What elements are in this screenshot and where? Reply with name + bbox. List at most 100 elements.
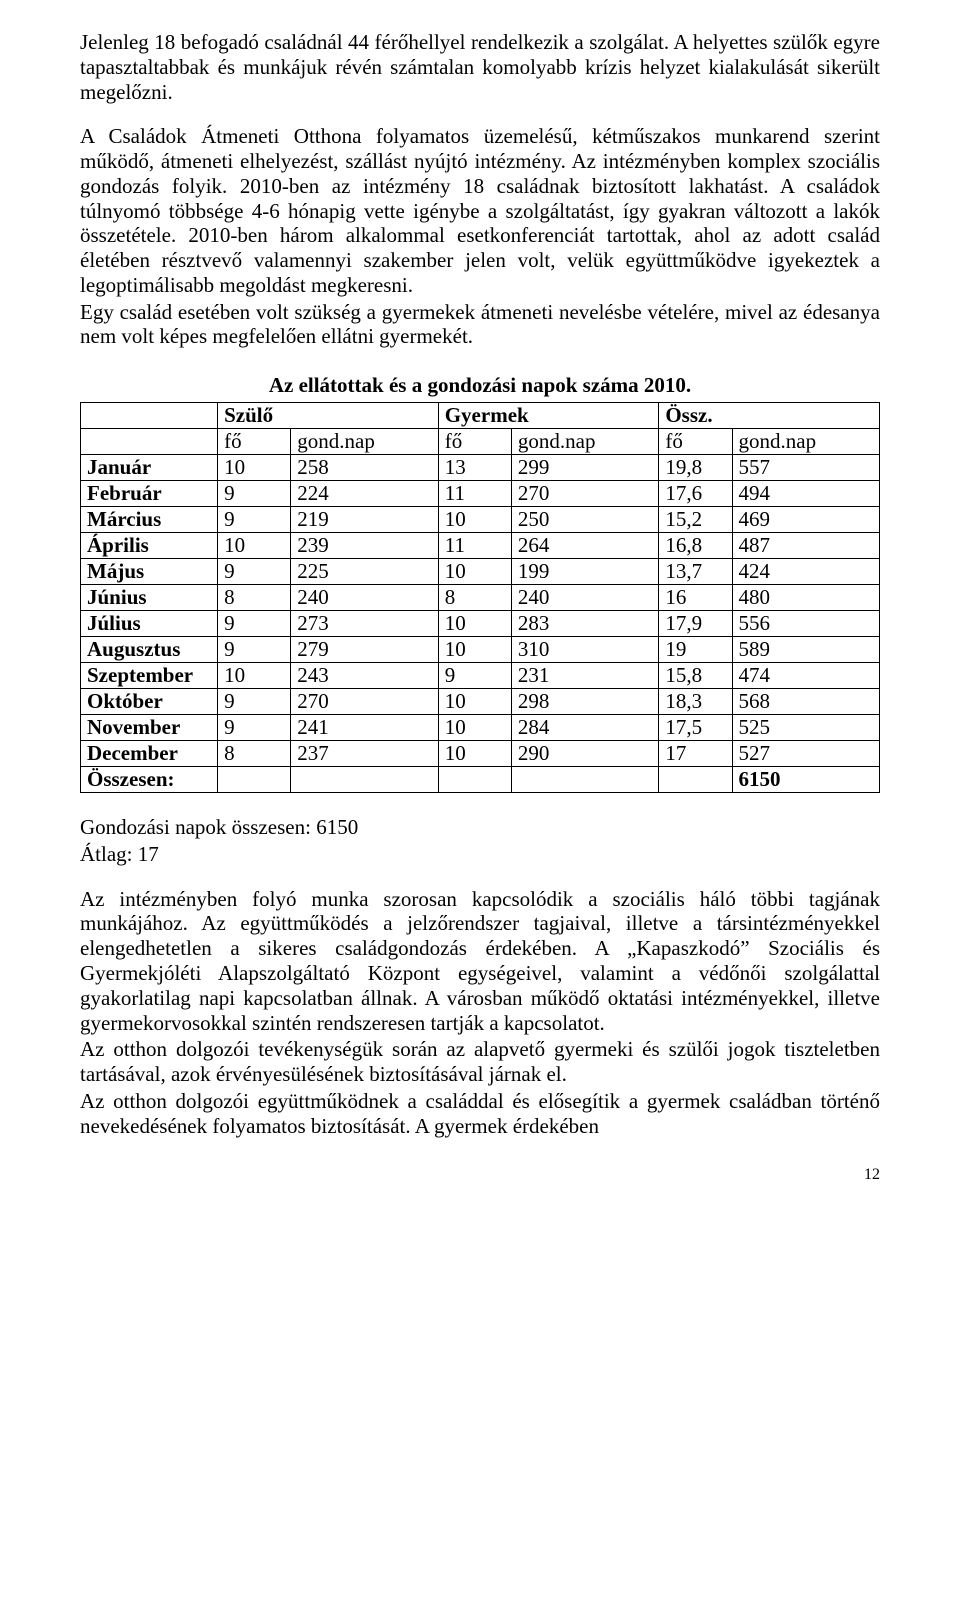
total-value: 6150: [732, 767, 879, 793]
table-cell: 19,8: [659, 455, 732, 481]
header-gyermek: Gyermek: [438, 403, 659, 429]
table-cell: 527: [732, 741, 879, 767]
table-row: Január102581329919,8557: [81, 455, 880, 481]
subheader-gondnap: gond.nap: [291, 429, 438, 455]
table-total-row: Összesen: 6150: [81, 767, 880, 793]
table-cell: 10: [438, 637, 511, 663]
table-cell: 13,7: [659, 559, 732, 585]
table-cell: 240: [511, 585, 658, 611]
table-cell: 9: [218, 611, 291, 637]
table-cell: 525: [732, 715, 879, 741]
paragraph-6: Az otthon dolgozói együttműködnek a csal…: [80, 1089, 880, 1139]
table-cell: 11: [438, 481, 511, 507]
table-cell: 225: [291, 559, 438, 585]
table-cell: 10: [438, 559, 511, 585]
table-cell: 9: [218, 715, 291, 741]
table-cell: Június: [81, 585, 218, 611]
table-cell: November: [81, 715, 218, 741]
table-row: Október92701029818,3568: [81, 689, 880, 715]
table-cell: 8: [438, 585, 511, 611]
document-page: Jelenleg 18 befogadó családnál 44 férőhe…: [40, 0, 920, 1204]
table-cell: 8: [218, 585, 291, 611]
page-number: 12: [80, 1166, 880, 1184]
table-cell: 13: [438, 455, 511, 481]
table-cell: 480: [732, 585, 879, 611]
table-cell: 10: [438, 741, 511, 767]
data-table: Szülő Gyermek Össz. fő gond.nap fő gond.…: [80, 402, 880, 793]
table-cell: Szeptember: [81, 663, 218, 689]
table-cell: 17,6: [659, 481, 732, 507]
table-row: November92411028417,5525: [81, 715, 880, 741]
paragraph-4: Az intézményben folyó munka szorosan kap…: [80, 887, 880, 1036]
table-cell: 239: [291, 533, 438, 559]
table-cell: 10: [438, 507, 511, 533]
table-cell: 424: [732, 559, 879, 585]
paragraph-3: Egy család esetében volt szükség a gyerm…: [80, 300, 880, 350]
table-row: Július92731028317,9556: [81, 611, 880, 637]
table-cell: 19: [659, 637, 732, 663]
table-cell: 284: [511, 715, 658, 741]
table-cell: 224: [291, 481, 438, 507]
table-cell: 10: [218, 533, 291, 559]
table-row: Május92251019913,7424: [81, 559, 880, 585]
subheader-gondnap: gond.nap: [511, 429, 658, 455]
table-cell: 243: [291, 663, 438, 689]
table-cell: 469: [732, 507, 879, 533]
table-cell: Július: [81, 611, 218, 637]
table-cell: 283: [511, 611, 658, 637]
table-cell: 10: [218, 663, 291, 689]
table-cell: 9: [218, 637, 291, 663]
table-cell: 10: [438, 715, 511, 741]
table-cell: 264: [511, 533, 658, 559]
table-cell: 9: [218, 481, 291, 507]
table-cell: Október: [81, 689, 218, 715]
table-cell: 10: [438, 611, 511, 637]
subheader-fo: fő: [438, 429, 511, 455]
table-cell: 9: [438, 663, 511, 689]
table-cell: 15,8: [659, 663, 732, 689]
table-cell: 240: [291, 585, 438, 611]
table-cell: 9: [218, 689, 291, 715]
table-cell: 231: [511, 663, 658, 689]
table-cell: 556: [732, 611, 879, 637]
paragraph-5: Az otthon dolgozói tevékenységük során a…: [80, 1037, 880, 1087]
table-cell: 270: [511, 481, 658, 507]
table-cell: 17: [659, 741, 732, 767]
table-row: Április102391126416,8487: [81, 533, 880, 559]
table-cell: 11: [438, 533, 511, 559]
total-label: Összesen:: [81, 767, 218, 793]
table-cell: December: [81, 741, 218, 767]
header-ossz: Össz.: [659, 403, 880, 429]
table-cell: 10: [218, 455, 291, 481]
table-header-row-2: fő gond.nap fő gond.nap fő gond.nap: [81, 429, 880, 455]
table-cell: 8: [218, 741, 291, 767]
table-cell: 494: [732, 481, 879, 507]
table-row: Augusztus92791031019589: [81, 637, 880, 663]
table-row: Szeptember10243923115,8474: [81, 663, 880, 689]
table-cell: 9: [218, 559, 291, 585]
table-cell: 474: [732, 663, 879, 689]
table-cell: 568: [732, 689, 879, 715]
table-cell: 557: [732, 455, 879, 481]
table-cell: Augusztus: [81, 637, 218, 663]
table-header-row-1: Szülő Gyermek Össz.: [81, 403, 880, 429]
table-cell: 17,5: [659, 715, 732, 741]
table-cell: 589: [732, 637, 879, 663]
table-cell: 10: [438, 689, 511, 715]
table-cell: 16,8: [659, 533, 732, 559]
header-szulo: Szülő: [218, 403, 439, 429]
table-cell: 17,9: [659, 611, 732, 637]
subheader-gondnap: gond.nap: [732, 429, 879, 455]
table-row: Február92241127017,6494: [81, 481, 880, 507]
after-table-line-2: Átlag: 17: [80, 842, 880, 867]
table-cell: 298: [511, 689, 658, 715]
paragraph-1: Jelenleg 18 befogadó családnál 44 férőhe…: [80, 30, 880, 104]
table-cell: 258: [291, 455, 438, 481]
table-cell: 279: [291, 637, 438, 663]
table-cell: 290: [511, 741, 658, 767]
table-cell: 199: [511, 559, 658, 585]
table-cell: 219: [291, 507, 438, 533]
table-cell: 16: [659, 585, 732, 611]
table-row: Június8240824016480: [81, 585, 880, 611]
subheader-fo: fő: [659, 429, 732, 455]
